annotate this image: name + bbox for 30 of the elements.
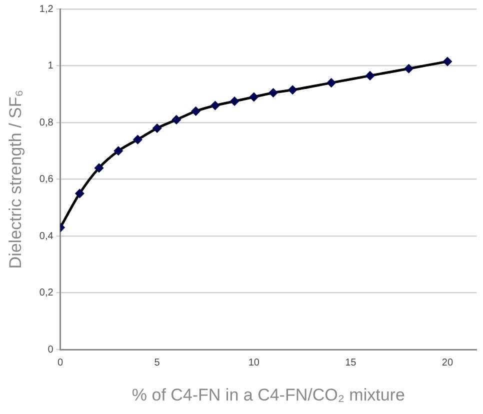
x-tick-label: 20 (442, 357, 454, 368)
point (172, 115, 181, 124)
y-tick-label: 1 (48, 60, 54, 72)
y-tick-label: 0 (48, 344, 54, 356)
point (152, 124, 162, 132)
x-tick-label: 0 (58, 357, 64, 368)
point (210, 101, 220, 110)
point (94, 164, 104, 172)
x-tick-label: 10 (248, 357, 260, 368)
y-tick-label: 0,4 (39, 230, 54, 242)
point (288, 86, 297, 94)
y-tick-label: 0,2 (39, 288, 54, 299)
y-tick-label: 1,2 (39, 4, 54, 15)
point (268, 88, 278, 97)
x-axis-title: % of C4-FN in a C4-FN/CO₂ mixture (132, 385, 405, 404)
x-tick-label: 15 (345, 357, 357, 368)
point (443, 57, 452, 66)
y-axis-title: Dielectric strength / SF₆ (6, 90, 25, 269)
point (230, 96, 239, 106)
point (250, 92, 258, 102)
point (192, 106, 200, 116)
point (404, 64, 413, 73)
x-tick-label: 5 (154, 357, 160, 368)
y-tick-label: 0,6 (39, 174, 54, 186)
y-tick-label: 0,8 (39, 117, 54, 128)
point (114, 146, 123, 156)
point (133, 135, 142, 144)
point (366, 71, 374, 80)
point (327, 78, 336, 88)
point (75, 189, 84, 198)
